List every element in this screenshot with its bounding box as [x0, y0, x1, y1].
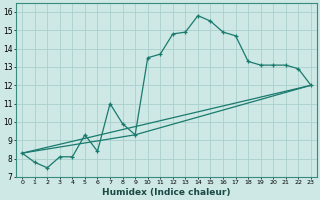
- X-axis label: Humidex (Indice chaleur): Humidex (Indice chaleur): [102, 188, 231, 197]
